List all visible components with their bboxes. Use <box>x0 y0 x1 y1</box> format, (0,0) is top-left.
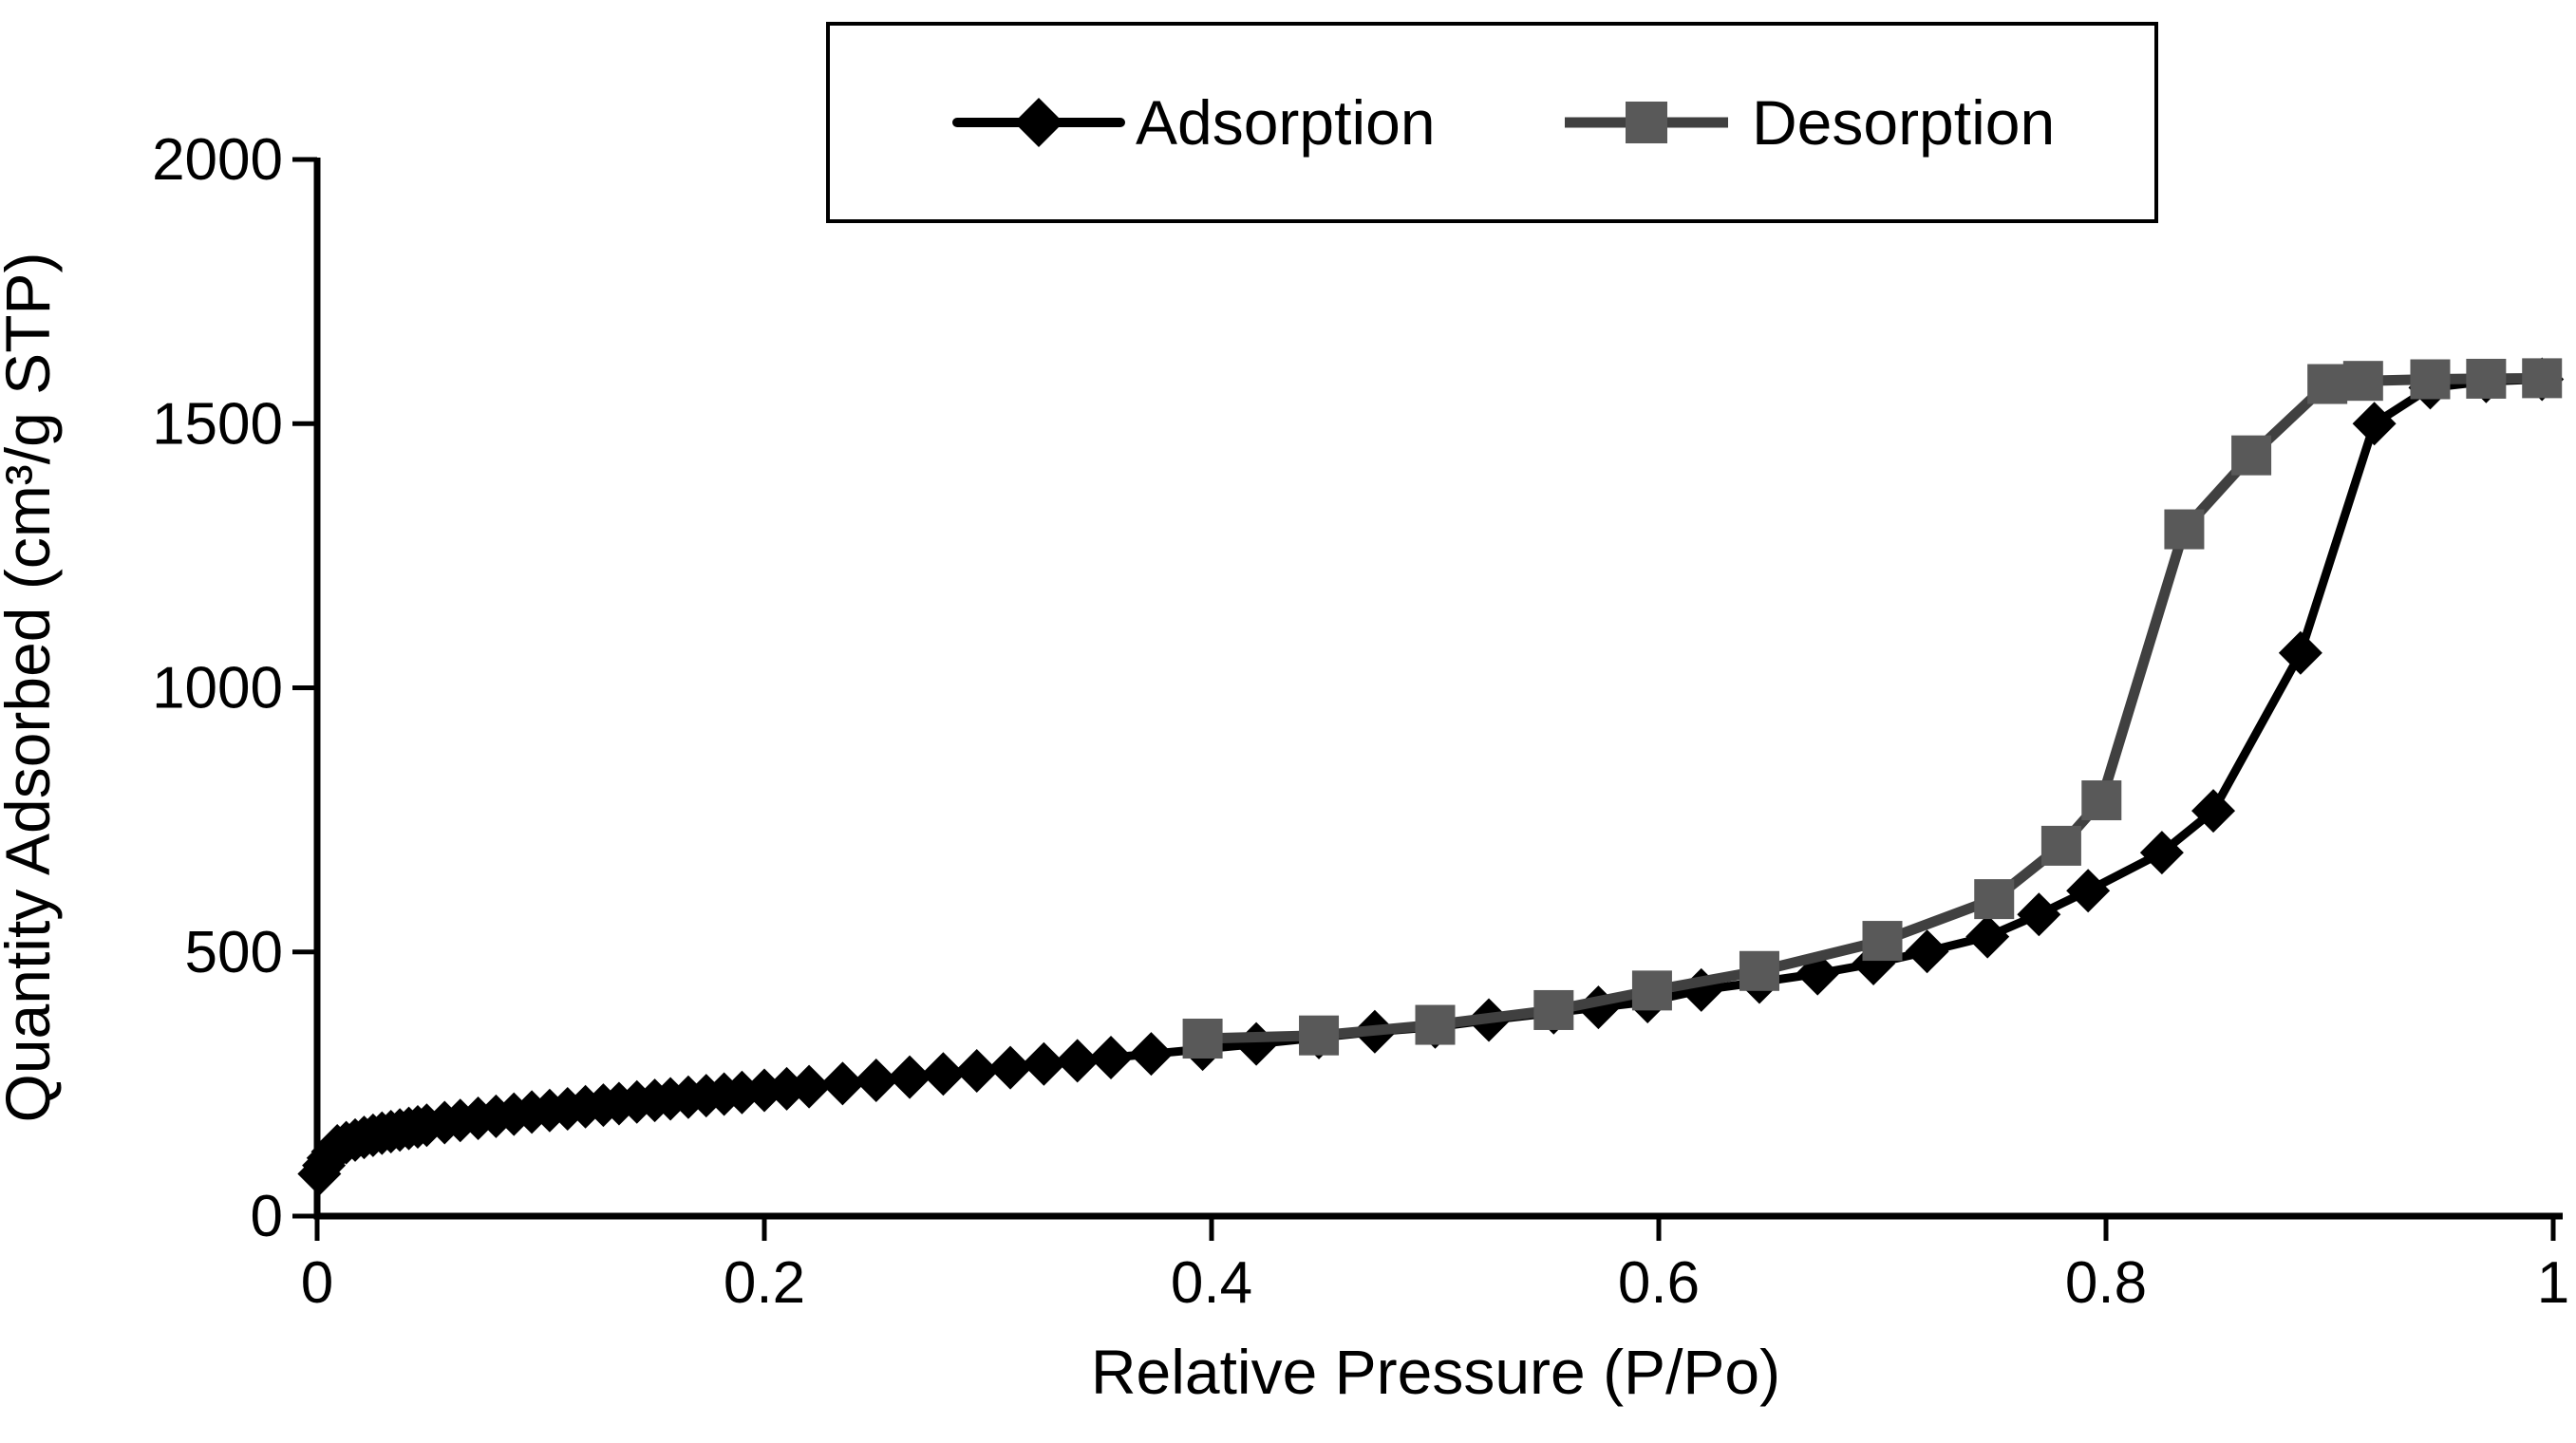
adsorption-diamond-marker <box>787 1064 832 1109</box>
legend-adsorption-diamond-icon <box>1014 98 1063 147</box>
adsorption-diamond-marker <box>1022 1041 1066 1086</box>
x-axis-title: Relative Pressure (P/Po) <box>1091 1337 1780 1407</box>
adsorption-diamond-marker <box>2066 869 2111 913</box>
desorption-square-marker <box>1631 970 1672 1011</box>
y-tick-label: 1000 <box>152 656 283 722</box>
desorption-square-marker <box>2040 825 2081 866</box>
adsorption-diamond-marker <box>854 1058 898 1102</box>
adsorption-diamond-marker <box>820 1061 865 1106</box>
adsorption-diamond-marker <box>2278 630 2322 675</box>
series-layer <box>297 357 2565 1196</box>
axes: 0 0.2 0.4 0.6 0.8 1 0 500 1000 1500 2000 <box>152 127 2569 1316</box>
x-tick-label: 0.4 <box>1171 1250 1252 1316</box>
adsorption-diamond-marker <box>1129 1032 1174 1077</box>
desorption-square-marker <box>1533 989 1574 1030</box>
x-tick-label: 0 <box>301 1250 333 1316</box>
desorption-square-marker <box>2164 509 2205 550</box>
legend-adsorption-label: Adsorption <box>1136 87 1436 158</box>
desorption-square-marker <box>2342 361 2383 402</box>
desorption-series <box>1182 358 2563 1059</box>
adsorption-diamond-marker <box>2191 789 2236 834</box>
adsorption-diamond-marker <box>921 1052 966 1096</box>
legend-desorption-label: Desorption <box>1752 87 2055 158</box>
desorption-square-marker <box>2410 359 2451 400</box>
adsorption-diamond-marker <box>988 1045 1033 1090</box>
desorption-square-marker <box>2231 435 2272 476</box>
x-tick-label: 0.6 <box>1618 1250 1700 1316</box>
desorption-square-marker <box>2466 358 2507 399</box>
adsorption-diamond-marker <box>1089 1036 1134 1080</box>
desorption-square-marker <box>1415 1004 1456 1045</box>
desorption-square-marker <box>2081 780 2122 821</box>
adsorption-diamond-marker <box>1055 1039 1100 1083</box>
x-tick-label: 1 <box>2537 1250 2569 1316</box>
desorption-square-marker <box>1862 921 1903 962</box>
desorption-square-marker <box>1739 950 1779 991</box>
desorption-square-marker <box>1299 1015 1340 1056</box>
adsorption-diamond-marker <box>954 1048 999 1093</box>
desorption-square-marker <box>2307 364 2348 404</box>
adsorption-diamond-marker <box>2139 831 2184 875</box>
desorption-square-marker <box>1182 1019 1223 1059</box>
legend: Adsorption Desorption <box>826 22 2158 223</box>
x-tick-label: 0.8 <box>2065 1250 2147 1316</box>
y-tick-label: 1500 <box>152 391 283 457</box>
adsorption-series <box>297 357 2565 1196</box>
desorption-square-marker <box>2522 358 2563 399</box>
adsorption-diamond-marker <box>1965 914 2010 959</box>
legend-desorption-square-icon <box>1626 102 1667 143</box>
y-tick-label: 2000 <box>152 127 283 193</box>
adsorption-diamond-marker <box>2352 402 2397 446</box>
y-tick-label: 500 <box>185 920 283 985</box>
desorption-square-marker <box>1974 879 2015 920</box>
y-axis-title: Quantity Adsorbed (cm³/g STP) <box>0 252 63 1122</box>
adsorption-diamond-marker <box>1905 929 1949 974</box>
y-tick-label: 0 <box>251 1184 283 1249</box>
x-tick-label: 0.2 <box>724 1250 805 1316</box>
adsorption-diamond-marker <box>2017 892 2061 937</box>
adsorption-diamond-marker <box>888 1055 932 1099</box>
